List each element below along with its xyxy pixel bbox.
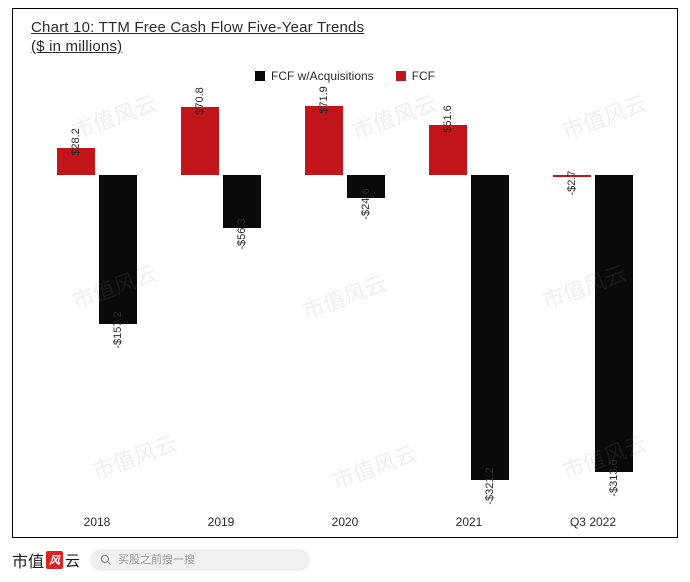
bar: -$2.7 <box>553 175 590 178</box>
search-icon <box>100 554 112 566</box>
chart-title-line2: ($ in millions) <box>31 38 364 55</box>
bar-value-label: -$313.6 <box>608 460 620 497</box>
bar: $28.2 <box>57 148 94 175</box>
chart-frame: Chart 10: TTM Free Cash Flow Five-Year T… <box>12 8 678 538</box>
search-box[interactable] <box>90 549 310 571</box>
bar: -$157.2 <box>99 175 136 324</box>
legend-item-fcf: FCF <box>396 69 435 83</box>
chart-title: Chart 10: TTM Free Cash Flow Five-Year T… <box>31 19 364 55</box>
x-axis-label: 2020 <box>332 515 359 529</box>
plot-area: $28.2-$157.2$70.8-$56.3$71.9-$24.6$51.6-… <box>35 89 655 507</box>
bar: -$313.6 <box>595 175 632 473</box>
x-axis-label: Q3 2022 <box>570 515 616 529</box>
brand-logo: 市值 风 云 <box>12 548 80 572</box>
bar-value-label: -$321.2 <box>484 467 496 504</box>
search-input[interactable] <box>118 554 300 566</box>
bar: -$56.3 <box>223 175 260 228</box>
legend-label-fcf-acq: FCF w/Acquisitions <box>271 69 374 83</box>
bar-value-label: $28.2 <box>70 128 82 156</box>
bar-value-label: $71.9 <box>318 86 330 114</box>
bar-value-label: -$24.6 <box>360 188 372 219</box>
bar: -$321.2 <box>471 175 508 480</box>
chart-legend: FCF w/Acquisitions FCF <box>13 69 677 83</box>
bar-value-label: -$2.7 <box>566 171 578 196</box>
legend-label-fcf: FCF <box>412 69 435 83</box>
x-axis-label: 2019 <box>208 515 235 529</box>
bar: $51.6 <box>429 125 466 174</box>
legend-swatch-fcf-acq <box>255 71 265 81</box>
bar: $71.9 <box>305 106 342 174</box>
legend-item-fcf-acq: FCF w/Acquisitions <box>255 69 374 83</box>
bottom-bar: 市值 风 云 <box>12 544 678 576</box>
brand-suffix: 云 <box>65 550 80 571</box>
bar: $70.8 <box>181 107 218 174</box>
x-axis-label: 2018 <box>84 515 111 529</box>
bar: -$24.6 <box>347 175 384 198</box>
brand-prefix: 市值 <box>12 548 44 572</box>
bar-value-label: -$56.3 <box>236 218 248 249</box>
x-axis-label: 2021 <box>456 515 483 529</box>
bar-value-label: $51.6 <box>442 106 454 134</box>
brand-badge: 风 <box>46 551 63 569</box>
bar-value-label: $70.8 <box>194 87 206 115</box>
bar-value-label: -$157.2 <box>112 311 124 348</box>
legend-swatch-fcf <box>396 71 406 81</box>
chart-title-line1: Chart 10: TTM Free Cash Flow Five-Year T… <box>31 19 364 36</box>
